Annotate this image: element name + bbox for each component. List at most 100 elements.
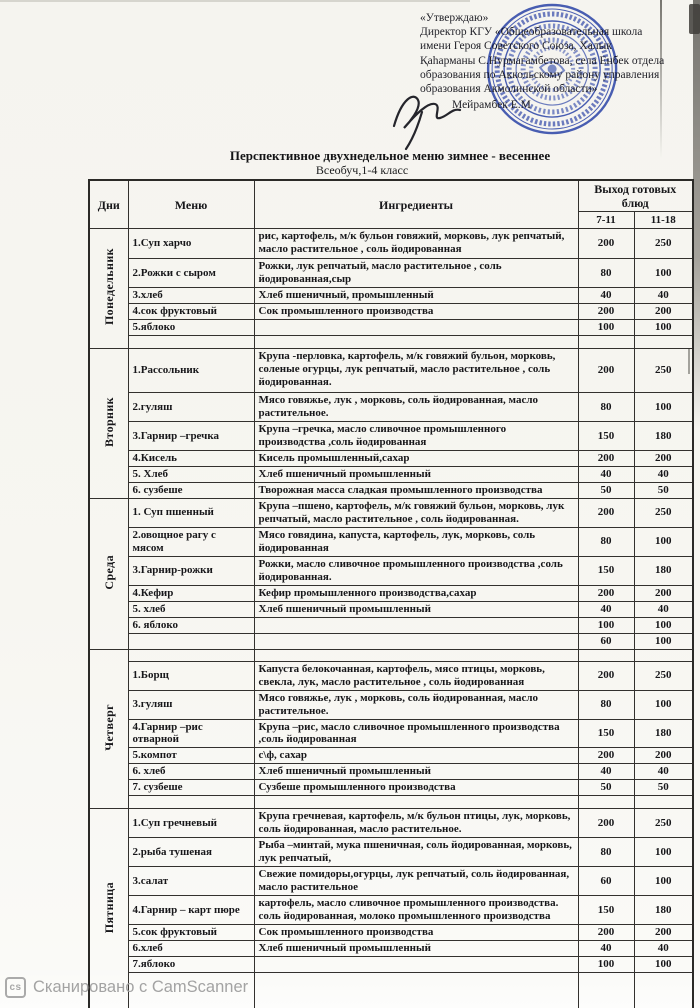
menu-item: 1.Рассольник xyxy=(127,348,255,394)
menu-row: 5.компот с\ф, сахар 200 200 xyxy=(89,747,694,765)
portion-7-11: 150 xyxy=(577,555,635,586)
signer-name: Мейрамбек Е.М xyxy=(452,99,531,111)
approval-line: «Утверждаю» xyxy=(420,12,489,24)
menu-item: 3.Гарнир-рожки xyxy=(127,555,255,586)
camscanner-text: Сканировано с CamScanner xyxy=(33,978,249,996)
portion-7-11: 40 xyxy=(577,600,635,618)
menu-item xyxy=(127,632,255,650)
portion-11-18: 100 xyxy=(633,956,694,973)
portion-7-11: 50 xyxy=(577,779,635,797)
menu-row: 6. хлеб Хлеб пшеничный промышленный 40 40 xyxy=(89,763,694,781)
portion-11-18: 40 xyxy=(633,940,694,958)
col-header-age-7-11: 7-11 xyxy=(577,211,635,230)
menu-item: 6. сузбеше xyxy=(127,481,255,499)
menu-row: 4.Гарнир –рис отварной Крупа –рис, масло … xyxy=(89,718,694,749)
portion-11-18: 100 xyxy=(633,632,694,650)
menu-row: 2.гуляш Мясо говяжье, лук , морковь, соль… xyxy=(89,392,694,423)
menu-row: Вторник 1.Рассольник Крупа -перловка, карт… xyxy=(88,348,694,499)
portion-7-11: 40 xyxy=(577,940,635,958)
portion-7-11: 80 xyxy=(577,689,635,720)
portion-7-11 xyxy=(577,795,635,810)
director-signature xyxy=(392,95,462,151)
portion-11-18: 180 xyxy=(633,555,694,586)
portion-11-18: 50 xyxy=(633,481,694,499)
menu-row: Пятница 1.Суп гречневый Крупа гречневая, к… xyxy=(88,808,694,1008)
menu-item: 5.яблоко xyxy=(127,319,255,337)
ingredients-cell: Кисель промышленный,сахар xyxy=(253,450,579,467)
ingredients-cell: Хлеб пшеничный промышленный xyxy=(253,763,579,781)
portion-11-18: 40 xyxy=(633,466,694,483)
ingredients-cell: Хлеб пшеничный промышленный xyxy=(253,940,579,958)
menu-row: 3.Гарнир –гречка Крупа –гречка, масло сли… xyxy=(89,421,694,452)
day-label: Вторник xyxy=(101,396,116,447)
camscanner-watermark: cs Сканировано с CamScanner xyxy=(5,977,248,998)
menu-row: 2.Рожки с сыром Рожки, лук репчатый, масл… xyxy=(89,258,694,289)
portion-7-11 xyxy=(577,972,635,1008)
menu-item: 7. сузбеше xyxy=(127,779,255,797)
menu-item: 4.Гарнир –рис отварной xyxy=(127,718,255,749)
portion-7-11: 40 xyxy=(577,287,635,305)
portion-11-18: 100 xyxy=(633,616,694,634)
day-cell: Четверг xyxy=(88,648,129,810)
portion-7-11 xyxy=(577,335,635,350)
col-header-menu: Меню xyxy=(127,179,255,230)
ingredients-cell: Капуста белокочанная, картофель, мясо пт… xyxy=(253,660,579,691)
portion-11-18: 200 xyxy=(633,584,694,602)
portion-11-18: 200 xyxy=(633,303,694,321)
ingredients-cell xyxy=(253,956,579,973)
menu-row: 7. сузбеше Сузбеше промышленного производ… xyxy=(89,779,694,797)
portion-7-11 xyxy=(577,648,635,662)
menu-item: 3.хлеб xyxy=(127,287,255,305)
menu-row: 5.яблоко 100 100 xyxy=(89,319,694,337)
menu-table-body: Понедельник 1.Суп харчо рис, картофель, м/… xyxy=(88,228,694,1008)
ingredients-cell xyxy=(253,972,579,1008)
portion-11-18: 100 xyxy=(633,689,694,720)
portion-11-18: 250 xyxy=(633,660,694,691)
portion-11-18: 40 xyxy=(633,600,694,618)
menu-item: 1.Борщ xyxy=(127,660,255,691)
portion-7-11: 100 xyxy=(577,319,635,337)
portion-11-18: 100 xyxy=(633,392,694,423)
portion-11-18: 100 xyxy=(633,526,694,557)
portion-7-11: 200 xyxy=(577,808,635,839)
menu-row: Среда 1. Суп пшенный Крупа –пшено, картофе… xyxy=(88,497,694,650)
ingredients-cell: Рожки, лук репчатый, масло растительное … xyxy=(253,258,579,289)
document-title: Перспективное двухнедельное меню зимнее … xyxy=(229,148,551,163)
official-stamp-icon xyxy=(486,3,618,135)
menu-row: 3.хлеб Хлеб пшеничный, промышленный 40 40 xyxy=(89,287,694,305)
portion-11-18: 200 xyxy=(633,924,694,942)
portion-7-11: 150 xyxy=(577,421,635,452)
ingredients-cell: Сок промышленного производства xyxy=(253,924,579,942)
menu-item: 5.компот xyxy=(127,747,255,765)
ingredients-cell: Хлеб пшеничный, промышленный xyxy=(253,287,579,305)
portion-7-11: 80 xyxy=(577,392,635,423)
menu-item: 2.гуляш xyxy=(127,392,255,423)
menu-item: 2.Рожки с сыром xyxy=(127,258,255,289)
ingredients-cell: рис, картофель, м/к бульон говяжий, морк… xyxy=(253,228,579,260)
menu-item: 6. хлеб xyxy=(127,763,255,781)
menu-row: Четверг xyxy=(88,648,694,810)
day-label: Понедельник xyxy=(101,248,116,326)
menu-item: 6. яблоко xyxy=(127,616,255,634)
menu-row: 5. хлеб Хлеб пшеничный промышленный 40 40 xyxy=(89,600,694,618)
menu-row: 7.яблоко 100 100 xyxy=(89,956,694,973)
menu-item xyxy=(127,972,255,1008)
ingredients-cell: Мясо говяжье, лук , морковь, соль йодиро… xyxy=(253,689,579,720)
menu-item: 2.овощное рагу с мясом xyxy=(127,526,255,557)
menu-item: 7.яблоко xyxy=(127,956,255,973)
menu-row: 3.салат Свежие помидоры,огурцы, лук репча… xyxy=(89,866,694,897)
ingredients-cell: картофель, масло сливочное промышленного… xyxy=(253,895,579,926)
ingredients-cell: Рыба –минтай, мука пшеничная, соль йодир… xyxy=(253,837,579,868)
portion-11-18 xyxy=(633,972,694,1008)
portion-11-18 xyxy=(633,335,694,350)
portion-11-18 xyxy=(633,795,694,810)
portion-7-11: 200 xyxy=(577,450,635,467)
portion-11-18: 180 xyxy=(633,421,694,452)
menu-item: 5. хлеб xyxy=(127,600,255,618)
portion-11-18: 200 xyxy=(633,450,694,467)
menu-row: 60 100 xyxy=(89,632,694,650)
portion-7-11: 200 xyxy=(577,497,635,528)
menu-row: 3.гуляш Мясо говяжье, лук , морковь, соль… xyxy=(89,689,694,720)
ingredients-cell: Крупа -перловка, картофель, м/к говяжий … xyxy=(253,348,579,394)
ingredients-cell: Мясо говяжье, лук , морковь, соль йодиро… xyxy=(253,392,579,423)
